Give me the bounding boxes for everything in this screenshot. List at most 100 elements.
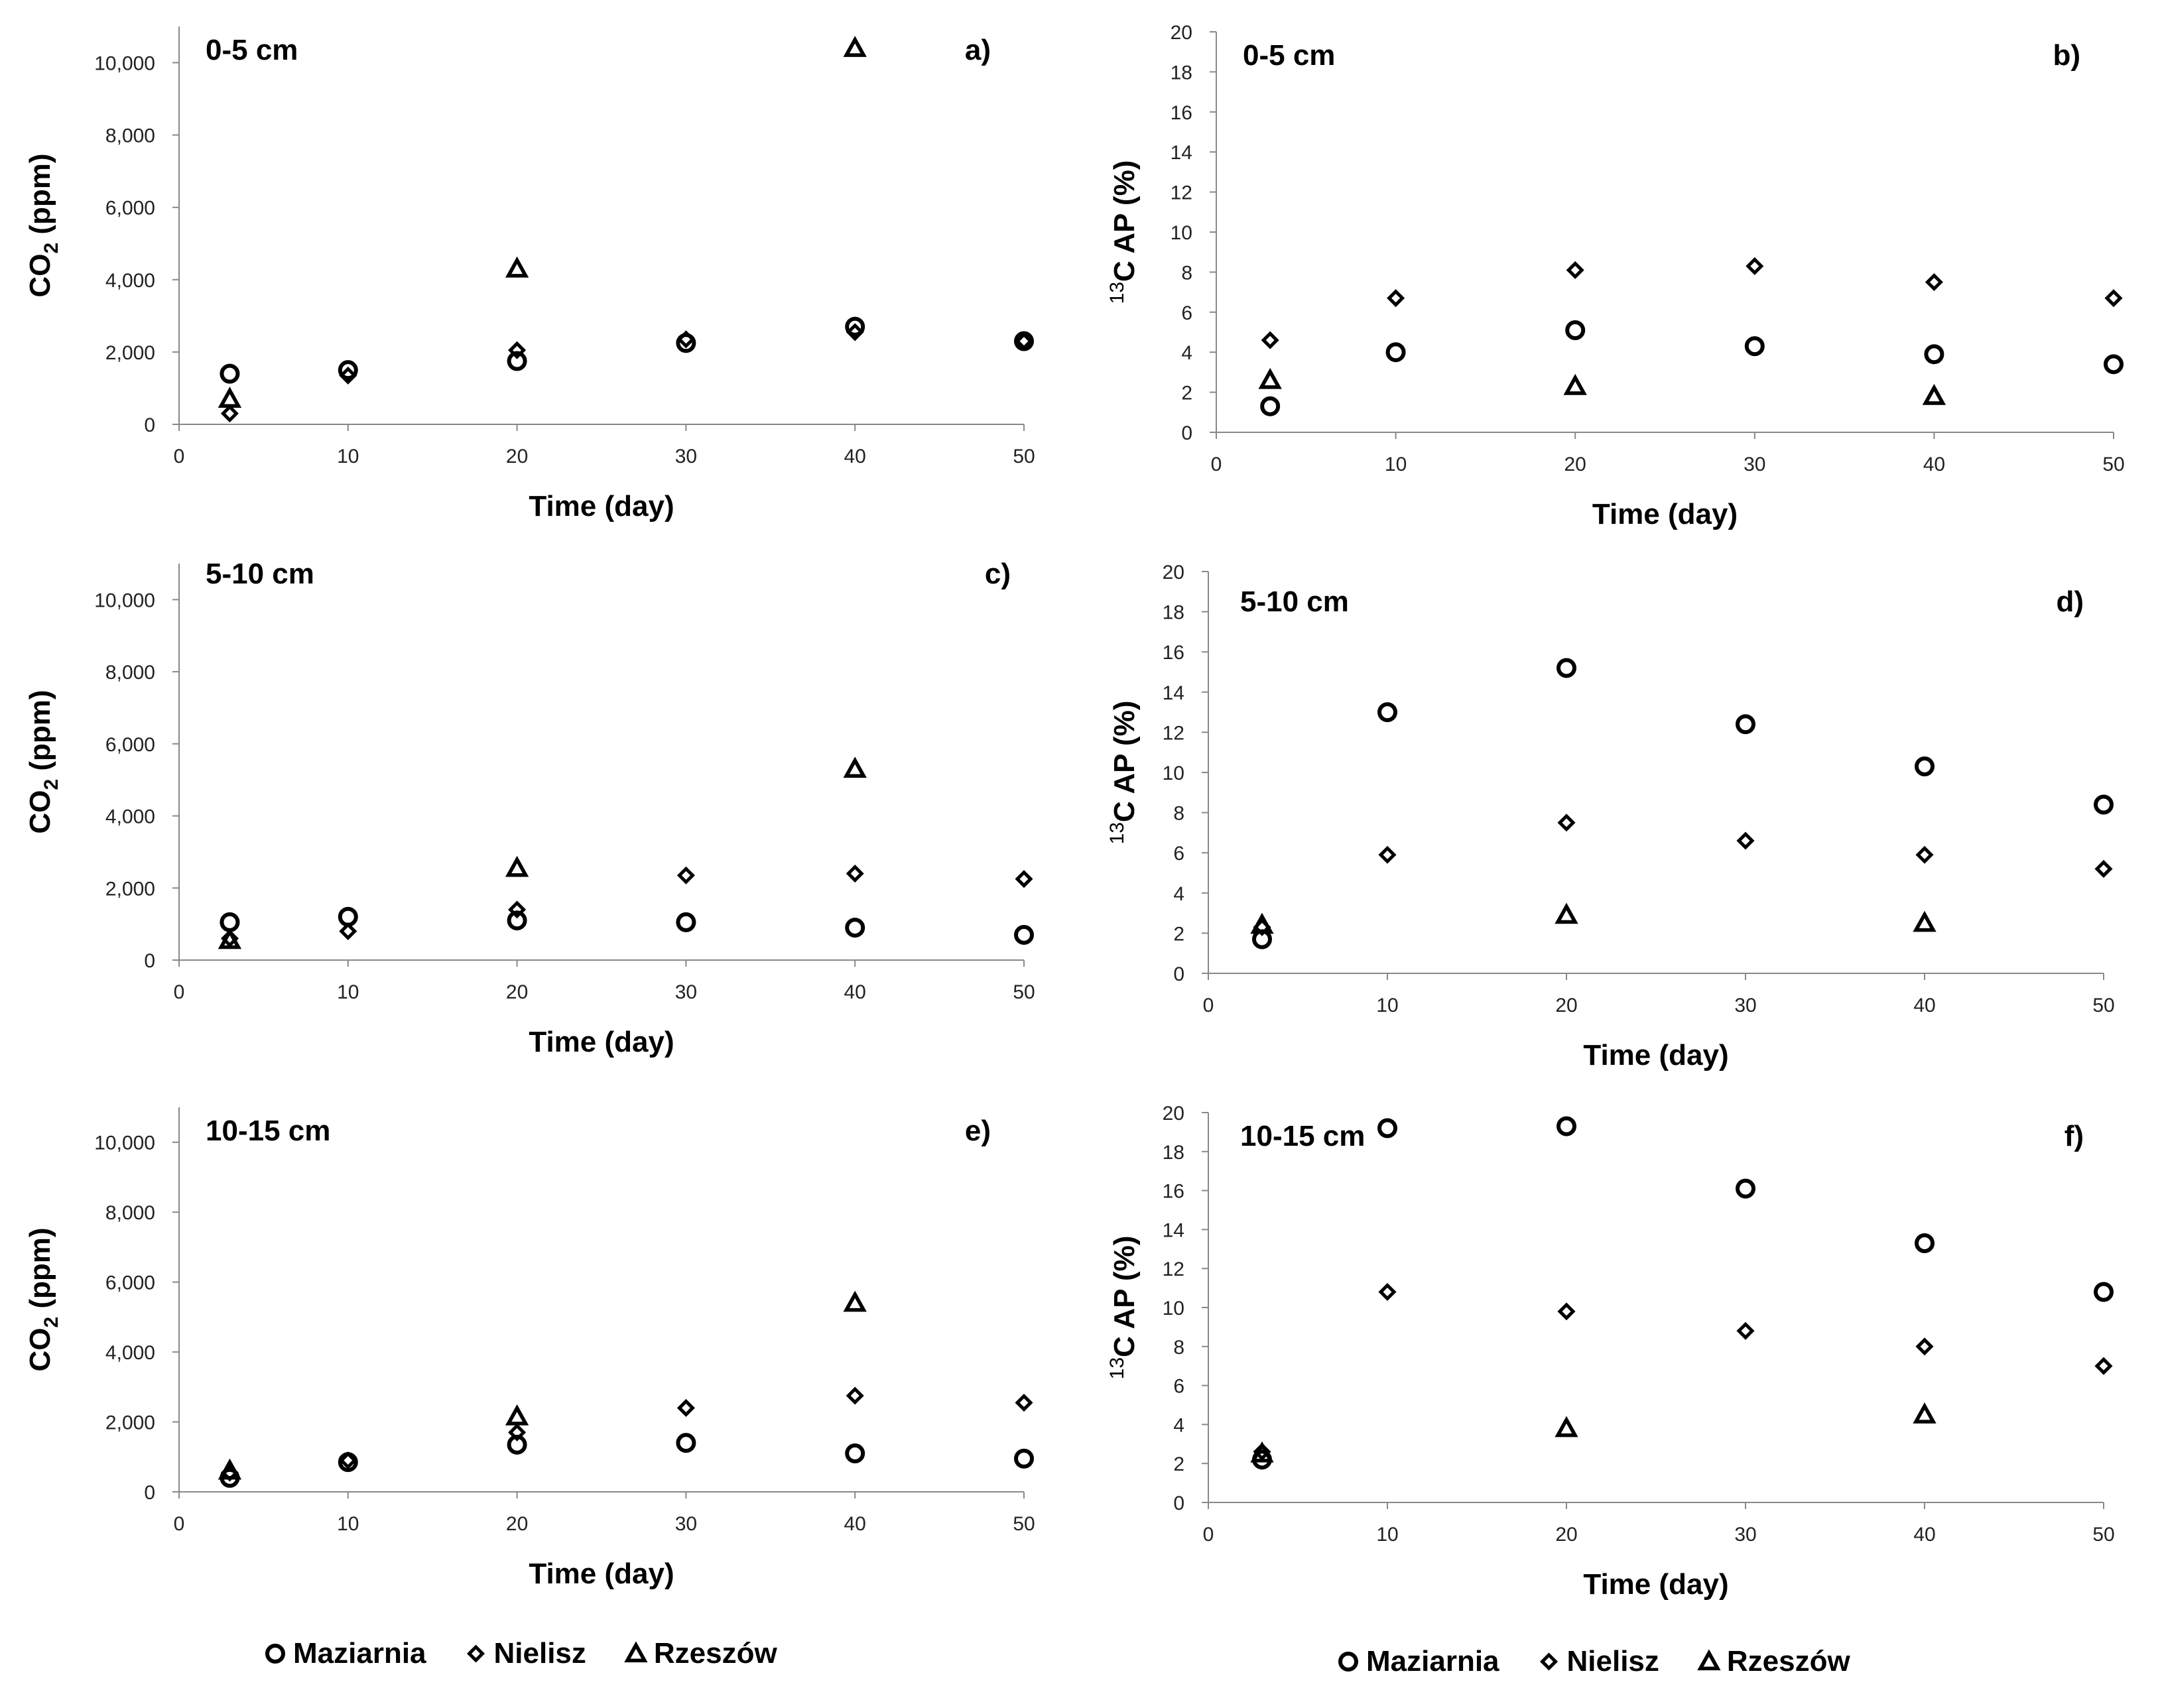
data-point — [1250, 1441, 1274, 1463]
data-point — [1565, 320, 1586, 340]
data-point — [218, 387, 242, 408]
legend-right: Maziarnia Nielisz Rzeszów — [1338, 1645, 1851, 1677]
x-tick-label: 20 — [506, 446, 528, 467]
y-tick-label: 8,000 — [105, 1202, 155, 1224]
data-point — [2094, 794, 2114, 815]
series-nielisz — [1253, 1282, 2113, 1461]
depth-label: 0-5 cm — [1243, 39, 1335, 72]
legend-marker-circle — [1338, 1652, 1358, 1672]
legend-entry-label: Rzeszów — [654, 1637, 778, 1670]
x-tick-label: 0 — [1211, 454, 1222, 475]
y-tick-label: 8 — [1181, 262, 1192, 284]
data-point — [1377, 1118, 1397, 1138]
y-axis-title: 13C AP (%) — [1106, 701, 1141, 845]
x-tick-label: 20 — [1555, 1524, 1577, 1546]
y-tick-label: 8,000 — [105, 125, 155, 147]
data-point — [843, 757, 867, 778]
data-point — [507, 1434, 527, 1455]
x-tick-label: 30 — [675, 1513, 697, 1535]
x-axis-title: Time (day) — [529, 490, 674, 522]
x-tick-label: 40 — [844, 1513, 866, 1535]
legend-entry-label: Maziarnia — [293, 1637, 426, 1670]
chart-panel-f: 0 10 20 30 40 50 0 2 4 6 8 10 12 14 16 18 20 Time (day) 13… — [1106, 1103, 2115, 1601]
y-tick-label: 0 — [144, 414, 155, 436]
data-point — [1925, 273, 1943, 292]
x-tick-label: 10 — [1385, 454, 1407, 475]
legend-marker-triangle — [1697, 1649, 1721, 1671]
x-axis-title: Time (day) — [1592, 498, 1738, 530]
data-point — [1746, 257, 1764, 275]
y-tick-label: 20 — [1171, 22, 1192, 44]
y-tick-label: 8,000 — [105, 662, 155, 684]
depth-label: 5-10 cm — [206, 558, 314, 590]
data-point — [1736, 714, 1755, 735]
series-nielisz — [1261, 257, 2123, 349]
y-tick-label: 14 — [1163, 1219, 1184, 1241]
chart-panel-b: 0 10 20 30 40 50 0 2 4 6 8 10 12 14 16 18 20 Time (day) 13… — [1106, 22, 2125, 530]
data-point — [1922, 383, 1946, 405]
panel-letter: e) — [965, 1115, 991, 1147]
series-rzeszw — [218, 36, 867, 408]
y-axis-title: CO2 (ppm) — [24, 690, 62, 833]
y-tick-label: 6,000 — [105, 734, 155, 756]
series-rzeszw — [218, 1290, 867, 1480]
y-tick-label: 6,000 — [105, 1272, 155, 1294]
data-point — [220, 363, 240, 384]
data-point — [1385, 342, 1406, 363]
x-tick-label: 10 — [1376, 1524, 1398, 1546]
x-tick-label: 40 — [1923, 454, 1945, 475]
series-nielisz — [220, 1386, 1033, 1482]
data-point — [676, 912, 696, 932]
data-point — [507, 910, 527, 931]
series-maziarnia — [220, 906, 1034, 945]
y-tick-label: 10 — [1163, 762, 1184, 784]
y-tick-label: 4 — [1181, 342, 1192, 364]
y-tick-label: 18 — [1163, 1142, 1184, 1164]
series-nielisz — [220, 864, 1033, 947]
y-tick-label: 18 — [1163, 602, 1184, 624]
legend-marker-diamond — [466, 1644, 485, 1663]
x-tick-label: 20 — [1564, 454, 1586, 475]
data-point — [1924, 344, 1944, 365]
data-point — [1377, 702, 1397, 723]
legend-left: Maziarnia Nielisz Rzeszów — [265, 1637, 778, 1670]
y-tick-label: 10 — [1171, 222, 1192, 244]
y-tick-label: 0 — [1173, 1493, 1184, 1514]
y-tick-label: 4,000 — [105, 270, 155, 292]
data-point — [339, 1451, 357, 1470]
data-point — [1566, 261, 1584, 279]
legend-marker-triangle — [624, 1641, 648, 1663]
x-tick-label: 20 — [506, 981, 528, 1003]
y-tick-label: 10 — [1163, 1298, 1184, 1319]
y-tick-label: 16 — [1171, 102, 1192, 124]
x-tick-label: 40 — [844, 981, 866, 1003]
y-tick-label: 2,000 — [105, 342, 155, 364]
chart-panel-c: 0 10 20 30 40 50 0 2,000 4,000 6,000 8,000 10,000 Ti… — [24, 558, 1035, 1058]
y-axis-title: CO2 (ppm) — [24, 1227, 62, 1371]
x-axis-title: Time (day) — [1583, 1568, 1728, 1601]
legend-marker-diamond — [1539, 1652, 1558, 1671]
y-tick-label: 2 — [1173, 923, 1184, 945]
data-point — [505, 855, 529, 877]
data-point — [1014, 1448, 1034, 1469]
data-point — [676, 330, 695, 349]
data-point — [676, 866, 695, 884]
data-point — [2104, 289, 2123, 308]
data-point — [1387, 289, 1405, 308]
chart-panel-a: 0 10 20 30 40 50 0 2,000 4,000 6,000 8,000 10,000 Ti… — [24, 27, 1035, 522]
depth-label: 10-15 cm — [1240, 1120, 1365, 1152]
y-tick-label: 10,000 — [94, 589, 155, 611]
data-point — [1378, 1282, 1397, 1302]
y-tick-label: 2,000 — [105, 1412, 155, 1434]
x-axis-title: Time (day) — [1583, 1039, 1728, 1071]
y-tick-label: 2,000 — [105, 878, 155, 900]
y-tick-label: 20 — [1163, 1103, 1184, 1125]
data-point — [1015, 332, 1033, 351]
x-tick-label: 30 — [675, 981, 697, 1003]
data-point — [508, 1423, 527, 1441]
series-nielisz — [1253, 814, 2113, 936]
data-point — [846, 864, 864, 883]
y-tick-label: 14 — [1163, 682, 1184, 704]
data-point — [1915, 845, 1934, 864]
data-point — [1744, 336, 1765, 357]
